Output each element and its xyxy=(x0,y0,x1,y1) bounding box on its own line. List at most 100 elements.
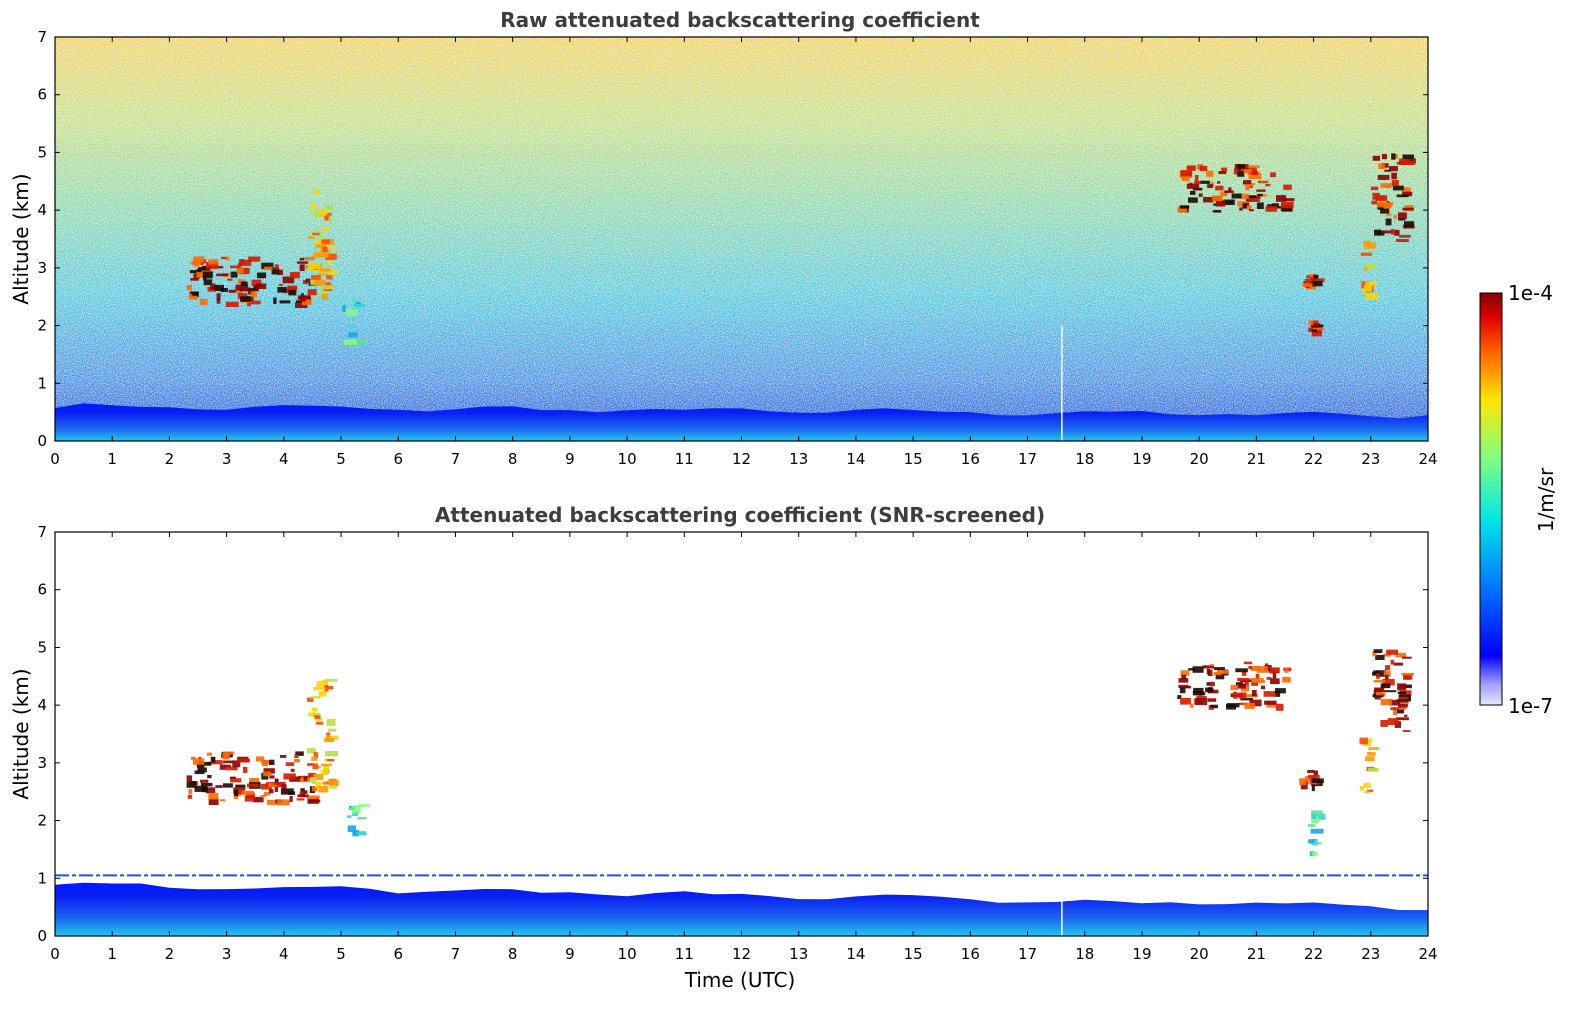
cloud-cell xyxy=(222,753,230,760)
cloud-cell xyxy=(1252,678,1264,682)
cloud-cell xyxy=(1380,698,1392,706)
cloud-cell xyxy=(311,275,321,280)
cloud-cell xyxy=(311,255,319,258)
x-tick-label: 13 xyxy=(789,450,808,468)
cloud-cell xyxy=(1210,704,1218,709)
cloud-cell xyxy=(208,798,219,805)
cloud-cell xyxy=(1378,163,1385,169)
x-tick-label: 20 xyxy=(1190,945,1209,963)
cloud-cell xyxy=(221,256,227,260)
cloud-cell xyxy=(208,792,219,800)
cloud xyxy=(307,189,338,300)
cloud-cell xyxy=(319,208,328,215)
cloud-cell xyxy=(1299,778,1307,786)
cloud-cell xyxy=(1381,154,1387,160)
cloud-cell xyxy=(1199,165,1208,172)
cloud-cell xyxy=(1242,204,1247,209)
cloud-cell xyxy=(1375,195,1388,201)
cloud-cell xyxy=(1233,691,1237,699)
cloud-cell xyxy=(297,261,309,264)
cloud-cell xyxy=(256,756,265,762)
cloud-cell xyxy=(1249,699,1262,707)
cloud-cell xyxy=(1374,229,1381,236)
cloud-cell xyxy=(202,271,213,279)
cloud-cell xyxy=(1366,789,1374,793)
cloud-cell xyxy=(186,781,196,788)
cloud-cell xyxy=(1310,320,1319,325)
cloud-cell xyxy=(287,285,298,291)
cloud-cell xyxy=(223,751,235,755)
cloud-cell xyxy=(1399,707,1407,710)
cloud-cell xyxy=(1390,659,1394,665)
cloud-cell xyxy=(317,273,329,276)
x-tick-label: 22 xyxy=(1304,450,1323,468)
cloud-cell xyxy=(1312,813,1326,820)
x-tick-label: 6 xyxy=(393,450,403,468)
cloud-cell xyxy=(318,691,327,697)
cloud-cell xyxy=(261,262,274,270)
x-tick-label: 12 xyxy=(732,450,751,468)
cloud-cell xyxy=(272,782,284,788)
cloud-cell xyxy=(1383,653,1391,657)
cloud-cell xyxy=(194,785,208,792)
cloud-cell xyxy=(1194,698,1208,706)
cloud-cell xyxy=(290,768,295,772)
cloud-cell xyxy=(1265,206,1277,212)
cloud-cell xyxy=(313,687,326,691)
cloud-cell xyxy=(1192,691,1204,696)
cloud-cell xyxy=(214,284,224,291)
cloud-cell xyxy=(219,764,226,770)
cloud-cell xyxy=(237,263,242,271)
cloud-cell xyxy=(1270,172,1276,177)
cloud-cell xyxy=(1313,770,1318,776)
cloud-cell xyxy=(294,754,299,758)
cloud-cell xyxy=(205,787,216,794)
cloud xyxy=(1302,274,1325,290)
cloud-cell xyxy=(306,697,314,702)
cloud-cell xyxy=(268,783,278,787)
cloud-cell xyxy=(1193,687,1204,693)
y-tick-label: 6 xyxy=(37,581,47,599)
cloud-cell xyxy=(321,239,330,244)
cloud-cell xyxy=(214,266,224,269)
y-tick-label: 2 xyxy=(37,317,47,335)
cloud-cell xyxy=(306,795,320,800)
cloud-cell xyxy=(1368,747,1379,750)
cloud-cell xyxy=(1180,670,1190,676)
cloud-cell xyxy=(1364,267,1368,271)
cloud-cell xyxy=(1247,165,1260,168)
cloud-cell xyxy=(1384,665,1391,671)
cloud-cell xyxy=(1403,674,1413,680)
y-tick-label: 1 xyxy=(37,374,47,392)
cloud-cell xyxy=(1180,697,1191,705)
cloud-cell xyxy=(1402,207,1414,211)
cloud-cell xyxy=(199,298,208,305)
cloud-cell xyxy=(1382,679,1395,686)
x-tick-label: 12 xyxy=(732,945,751,963)
cloud-cell xyxy=(311,780,316,784)
cloud-cell xyxy=(301,298,312,306)
cloud-cell xyxy=(1264,663,1269,666)
cloud-cell xyxy=(1390,707,1402,711)
cloud-cell xyxy=(201,270,214,273)
cloud xyxy=(1177,164,1295,213)
cloud-cell xyxy=(1239,207,1243,211)
cloud-cell xyxy=(1265,184,1271,187)
cloud-cell xyxy=(1213,667,1225,671)
cloud-cell xyxy=(1396,709,1405,714)
cloud-cell xyxy=(190,278,199,281)
cloud-cell xyxy=(1250,665,1261,671)
cloud-cell xyxy=(1364,791,1371,794)
x-tick-label: 3 xyxy=(222,450,232,468)
cloud-cell xyxy=(211,760,223,765)
cloud-cell xyxy=(289,796,293,802)
cloud-cell xyxy=(1391,172,1397,180)
cloud-cell xyxy=(1397,691,1407,695)
cloud-cell xyxy=(355,338,366,346)
cloud-cell xyxy=(318,252,329,258)
cloud-cell xyxy=(1233,168,1238,175)
cloud-cell xyxy=(1384,674,1389,681)
cloud-cell xyxy=(1260,685,1265,690)
cloud-cell xyxy=(1383,202,1392,209)
cloud-cell xyxy=(1311,810,1323,817)
